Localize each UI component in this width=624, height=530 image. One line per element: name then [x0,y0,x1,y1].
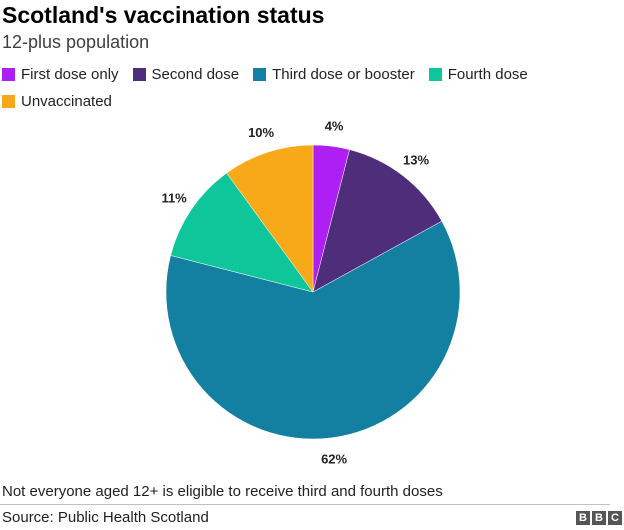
legend-item-third-dose-or-booster: Third dose or booster [253,66,415,83]
data-label-second-dose: 13% [403,152,429,167]
source-text: Source: Public Health Scotland [2,509,209,526]
legend-swatch [2,95,15,108]
chart-title: Scotland's vaccination status [2,2,325,28]
chart-subtitle: 12-plus population [2,32,150,52]
legend-label: Unvaccinated [21,93,112,110]
footnote: Not everyone aged 12+ is eligible to rec… [2,483,443,500]
bbc-logo-letter: C [608,511,622,525]
pie-slice-third-dose-or-booster [165,220,461,440]
legend-label: Fourth dose [447,66,528,83]
pie-slice-second-dose [312,149,443,293]
bbc-logo: B B C [576,511,622,525]
pie-chart: 4% 13% 62% 11% 10% [161,118,461,467]
bbc-logo-letter: B [592,511,606,525]
legend-item-fourth-dose: Fourth dose [428,66,528,83]
divider [0,504,610,505]
data-label-first-dose-only: 4% [325,118,344,133]
legend-swatch [428,68,442,81]
data-label-third-dose-or-booster: 62% [321,452,347,467]
pie-slice-fourth-dose [170,172,314,293]
legend-swatch [253,68,267,81]
legend-label: Second dose [151,66,240,83]
legend-item-second-dose: Second dose [132,66,240,83]
legend-swatch [132,68,146,81]
legend-label: Third dose or booster [272,66,415,83]
legend-swatch [2,68,15,81]
legend-item-unvaccinated: Unvaccinated [2,93,112,110]
data-label-fourth-dose: 11% [161,191,187,206]
pie-slice-unvaccinated [226,144,314,293]
bbc-logo-letter: B [576,511,590,525]
data-label-unvaccinated: 10% [248,125,274,140]
legend-item-first-dose-only: First dose only [2,66,119,83]
legend-label: First dose only [21,66,119,83]
legend: First dose only Second dose Third dose or … [2,66,602,110]
